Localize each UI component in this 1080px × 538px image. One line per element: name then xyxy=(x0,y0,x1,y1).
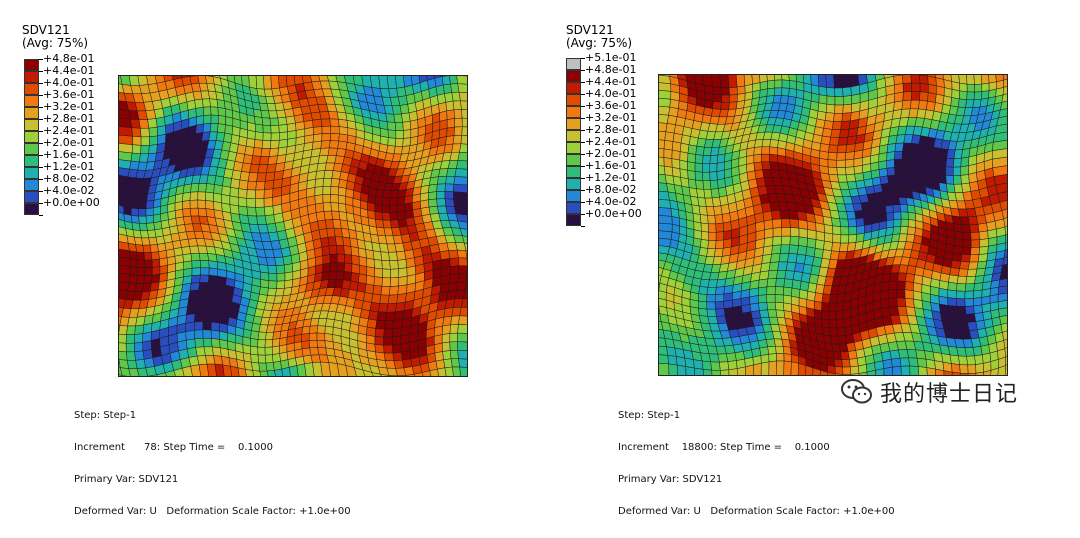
legend-swatch xyxy=(24,191,39,203)
legend-swatch xyxy=(566,58,581,70)
legend-swatch xyxy=(566,82,581,94)
deformed-var-line: Deformed Var: U Deformation Scale Factor… xyxy=(618,507,895,518)
legend-swatch xyxy=(566,214,581,226)
wechat-icon xyxy=(840,377,874,407)
legend-swatch xyxy=(566,106,581,118)
averaging-label: (Avg: 75%) xyxy=(566,37,632,50)
legend-tick xyxy=(39,215,43,216)
legend-swatch xyxy=(24,155,39,167)
averaging-label: (Avg: 75%) xyxy=(22,37,88,50)
mesh-contour-plot xyxy=(118,75,468,377)
legend-label: +0.0e+00 xyxy=(43,197,100,209)
step-info: Step: Step-1 Increment 78: Step Time = 0… xyxy=(74,390,351,538)
legend-label: +0.0e+00 xyxy=(585,208,642,220)
watermark-text: 我的博士日记 xyxy=(880,376,1018,408)
fe-mesh xyxy=(658,74,1008,376)
legend-swatch xyxy=(24,95,39,107)
step-info: Step: Step-1 Increment 18800: Step Time … xyxy=(618,390,895,538)
contour-panel-right: SDV121 (Avg: 75%) +5.1e-01+4.8e-01+4.4e-… xyxy=(545,0,1080,441)
legend-swatch xyxy=(566,202,581,214)
increment-line: Increment 18800: Step Time = 0.1000 xyxy=(618,443,895,454)
legend-swatch xyxy=(566,130,581,142)
primary-var-line: Primary Var: SDV121 xyxy=(74,475,351,486)
legend-swatch xyxy=(566,154,581,166)
deformed-var-line: Deformed Var: U Deformation Scale Factor… xyxy=(74,507,351,518)
legend-swatch xyxy=(24,143,39,155)
legend-swatch xyxy=(566,166,581,178)
legend-swatch xyxy=(566,94,581,106)
legend-swatch xyxy=(24,203,39,215)
primary-var-line: Primary Var: SDV121 xyxy=(618,475,895,486)
mesh-elements xyxy=(118,75,468,377)
legend-swatch xyxy=(24,119,39,131)
contour-panel-left: SDV121 (Avg: 75%) +4.8e-01+4.4e-01+4.0e-… xyxy=(0,0,540,441)
legend-swatch xyxy=(24,179,39,191)
legend-swatch xyxy=(566,142,581,154)
legend-tick xyxy=(581,226,585,227)
watermark: 我的博士日记 xyxy=(840,376,1018,408)
legend-swatch xyxy=(566,190,581,202)
mesh-contour-plot xyxy=(658,74,1008,376)
legend-swatch xyxy=(24,83,39,95)
legend-swatch xyxy=(24,131,39,143)
legend-swatch xyxy=(566,178,581,190)
increment-line: Increment 78: Step Time = 0.1000 xyxy=(74,443,351,454)
fe-mesh xyxy=(118,75,468,377)
contour-title: SDV121 (Avg: 75%) xyxy=(566,24,632,50)
contour-title: SDV121 (Avg: 75%) xyxy=(22,24,88,50)
step-line: Step: Step-1 xyxy=(74,411,351,422)
legend-swatch xyxy=(566,70,581,82)
legend-swatch xyxy=(24,71,39,83)
legend-swatch xyxy=(24,59,39,71)
legend-swatch xyxy=(566,118,581,130)
step-line: Step: Step-1 xyxy=(618,411,895,422)
legend-swatch xyxy=(24,107,39,119)
legend-swatch xyxy=(24,167,39,179)
mesh-elements xyxy=(658,74,1008,376)
